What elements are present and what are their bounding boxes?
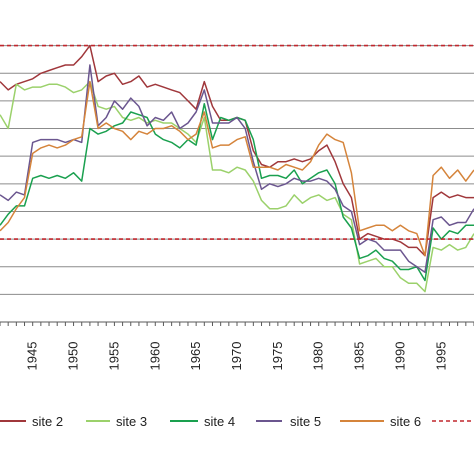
legend-item: site 3 [86, 414, 147, 429]
series-line [0, 64, 474, 274]
series-line [0, 44, 474, 257]
legend-label: site 6 [390, 414, 421, 429]
legend-label: site 2 [32, 414, 63, 429]
x-tick-label: 1970 [229, 342, 244, 371]
legend-label: site 3 [116, 414, 147, 429]
series-site-2 [0, 44, 474, 257]
x-tick-label: 1975 [270, 342, 285, 371]
legend-item: site 2 [0, 414, 63, 429]
x-tick-label: 1980 [311, 342, 326, 371]
legend-item: site 5 [256, 414, 321, 429]
legend-item: site 4 [170, 414, 235, 429]
series-site-3 [0, 80, 474, 293]
legend-label: site 5 [290, 414, 321, 429]
series-line [0, 80, 474, 257]
x-tick-label: 1995 [433, 342, 448, 371]
x-tick-label: 1955 [106, 342, 121, 371]
horizontal-gridlines [0, 45, 474, 295]
x-tick-label: 1985 [352, 342, 367, 371]
legend-label: site 4 [204, 414, 235, 429]
legend-item: site 6 [340, 414, 421, 429]
legend: site 2 site 3 site 4 site 5 site 6 [0, 414, 474, 429]
series-site-5 [0, 64, 474, 274]
x-tick-label: 1945 [25, 342, 40, 371]
series-site-6 [0, 80, 474, 257]
x-tick-label: 1965 [188, 342, 203, 371]
x-tick-label: 1990 [392, 342, 407, 371]
x-tick-label: 1960 [147, 342, 162, 371]
series-lines [0, 44, 474, 293]
series-line [0, 80, 474, 293]
x-axis: 1945 1950 1955 1960 1965 1970 1975 1980 1985 1990… [0, 321, 474, 371]
x-tick-label: 1950 [66, 342, 81, 371]
